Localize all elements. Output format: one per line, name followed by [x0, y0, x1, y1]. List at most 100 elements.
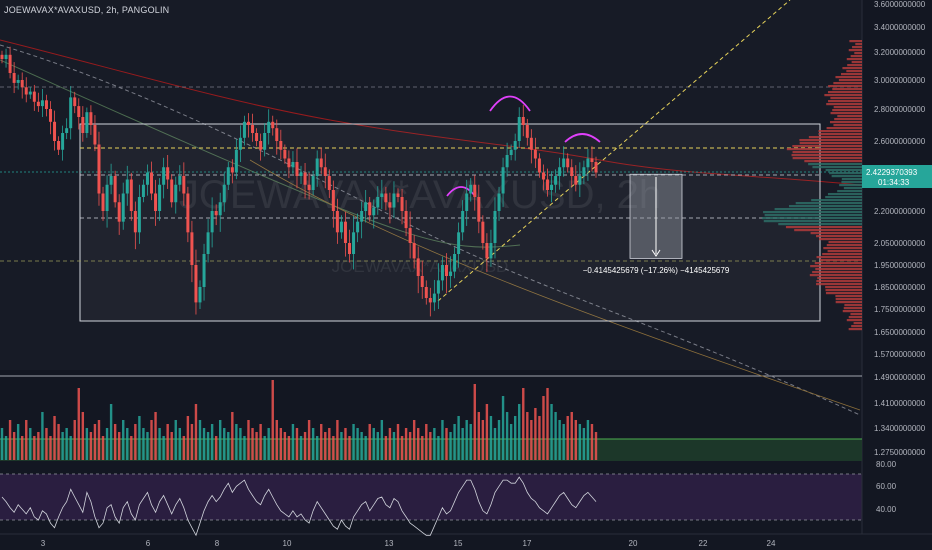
profile-bar [854, 52, 862, 55]
rising-trendline[interactable] [437, 0, 791, 302]
volume-bar [340, 432, 343, 460]
profile-bar [833, 106, 862, 109]
volume-bar [392, 432, 396, 460]
volume-bar [198, 420, 202, 460]
range-rectangle[interactable] [79, 123, 821, 322]
volume-bar [45, 428, 48, 460]
volume-bar [174, 420, 177, 460]
candle-body [145, 172, 149, 185]
candle-body [348, 243, 352, 254]
profile-bar [827, 193, 862, 196]
volume-bar [154, 412, 157, 460]
candle-body [77, 106, 81, 117]
price-badge-value: 2.4229370393 [866, 168, 918, 177]
profile-bar [791, 154, 862, 157]
candle-body [154, 193, 158, 211]
profile-bar [819, 259, 862, 262]
ma-green-line [0, 59, 521, 248]
volume-bar [465, 420, 468, 460]
candle-body [303, 172, 307, 185]
right-shoulder-arc [564, 133, 601, 143]
candle-body [170, 179, 174, 203]
volume-bar [449, 432, 452, 460]
y-tick-label: 1.6500000000 [874, 328, 926, 337]
volume-bar [501, 396, 505, 460]
volume-bar [396, 424, 400, 460]
profile-bar [830, 112, 862, 115]
volume-bar [210, 424, 214, 460]
candle-body [481, 221, 485, 243]
profile-bar [841, 181, 862, 184]
volume-bar [299, 436, 303, 460]
candle-body [85, 112, 89, 133]
volume-bar [37, 432, 40, 460]
volume-bar [41, 412, 44, 460]
profile-bar [843, 307, 862, 310]
candle-body [210, 211, 214, 233]
candle-body [416, 258, 420, 276]
candle-body [570, 167, 574, 176]
candle-body [121, 193, 125, 222]
candle-body [372, 207, 376, 216]
candle-body [287, 158, 291, 168]
profile-bar [824, 94, 862, 97]
candle-body [335, 211, 339, 233]
candle-body [392, 193, 396, 208]
candle-body [44, 100, 48, 109]
candle-body [81, 117, 85, 133]
candle-body [97, 144, 101, 194]
head-arc [489, 95, 531, 112]
volume-bar [73, 420, 76, 460]
profile-bar [850, 55, 862, 58]
candle-body [586, 158, 590, 168]
candle-body [12, 73, 16, 83]
profile-bar [833, 82, 862, 85]
candle-body [283, 149, 287, 159]
candle-body [105, 184, 109, 211]
candle-body [129, 179, 133, 211]
candle-body [319, 158, 323, 168]
volume-bar [550, 404, 553, 460]
volume-bar [505, 412, 509, 460]
volume-bar [33, 436, 36, 460]
volume-bar [513, 416, 517, 460]
candle-body [222, 184, 226, 203]
volume-bar [287, 436, 291, 460]
volume-bar [388, 428, 392, 460]
profile-bar [848, 328, 862, 331]
volume-bar [518, 404, 521, 460]
candle-body [93, 125, 97, 145]
y-tick-label: 1.4100000000 [874, 399, 926, 408]
profile-bar [834, 118, 862, 121]
volume-bar [412, 420, 416, 460]
candle-body [0, 54, 4, 59]
profile-bar [799, 139, 862, 142]
volume-bar [461, 428, 464, 460]
y-tick-label: 3.4000000000 [874, 23, 926, 32]
candle-body [113, 176, 117, 203]
candle-body [489, 243, 493, 259]
candle-body [137, 197, 141, 233]
y-tick-label: 1.4900000000 [874, 373, 926, 382]
candle-body [412, 243, 416, 259]
volume-bar [231, 412, 234, 460]
candle-body [558, 167, 562, 176]
volume-bar [328, 428, 331, 460]
candle-body [529, 137, 533, 150]
volume-bar [534, 408, 537, 460]
y-tick-label: 2.0500000000 [874, 239, 926, 248]
candle-body [20, 80, 24, 88]
volume-bar [235, 424, 238, 460]
candle-body [501, 167, 505, 194]
candle-body [162, 167, 166, 185]
profile-bar [823, 247, 862, 250]
volume-bar [372, 428, 375, 460]
volume-bars [0, 380, 598, 460]
candle-body [299, 172, 303, 176]
candle-body [525, 125, 529, 138]
volume-bar [566, 416, 569, 460]
rsi-line [1, 476, 597, 537]
volume-bar [214, 436, 218, 460]
volume-bar [65, 428, 68, 460]
candle-body [279, 141, 283, 150]
